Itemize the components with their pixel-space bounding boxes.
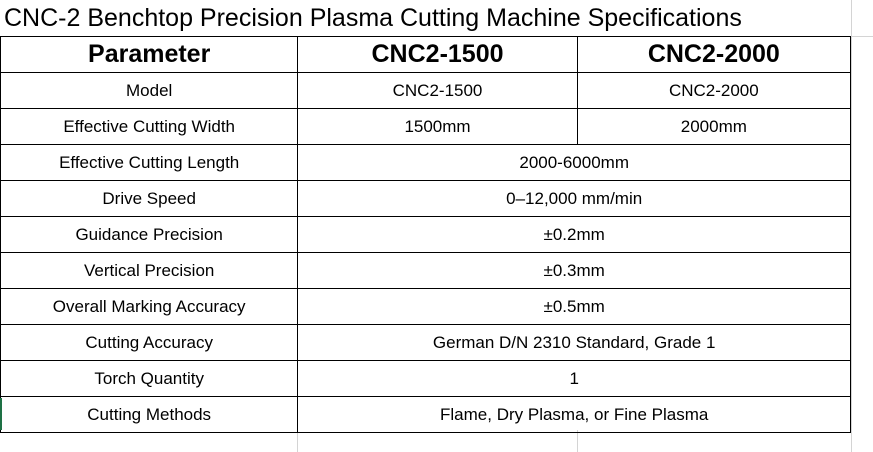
header-cnc2-2000[interactable]: CNC2-2000 [576,36,852,73]
table-row: Torch Quantity 1 [0,360,851,397]
table-row: Effective Cutting Length 2000-6000mm [0,144,851,181]
table-row: Model CNC2-1500 CNC2-2000 [0,72,852,109]
sheet-gridline [851,36,873,37]
sheet-gridline [297,430,298,452]
header-parameter[interactable]: Parameter [0,36,299,73]
row-value-a[interactable]: 1500mm [297,108,578,145]
sheet-gridline [851,0,852,452]
spec-table: Parameter CNC2-1500 CNC2-2000 Model CNC2… [0,36,852,433]
table-row: Cutting Methods Flame, Dry Plasma, or Fi… [0,396,851,433]
row-value-b[interactable]: 2000mm [576,108,852,145]
row-value[interactable]: 0–12,000 mm/min [297,180,851,217]
row-value[interactable]: ±0.3mm [297,252,851,289]
row-parameter[interactable]: Torch Quantity [0,360,299,397]
row-parameter[interactable]: Drive Speed [0,180,299,217]
table-row: Guidance Precision ±0.2mm [0,216,851,253]
cell-selection-indicator [0,398,2,430]
row-value[interactable]: 2000-6000mm [297,144,851,181]
row-value-a[interactable]: CNC2-1500 [297,72,578,109]
row-parameter[interactable]: Vertical Precision [0,252,299,289]
header-cnc2-1500[interactable]: CNC2-1500 [297,36,578,73]
table-row: Cutting Accuracy German D/N 2310 Standar… [0,324,851,361]
row-parameter[interactable]: Cutting Methods [0,396,299,433]
row-parameter[interactable]: Cutting Accuracy [0,324,299,361]
table-row: Overall Marking Accuracy ±0.5mm [0,288,851,325]
row-value[interactable]: ±0.5mm [297,288,851,325]
header-row: Parameter CNC2-1500 CNC2-2000 [0,36,852,73]
row-value[interactable]: Flame, Dry Plasma, or Fine Plasma [297,396,851,433]
sheet-title[interactable]: CNC-2 Benchtop Precision Plasma Cutting … [4,4,742,32]
row-parameter[interactable]: Model [0,72,299,109]
sheet-gridline [577,430,578,452]
row-parameter[interactable]: Guidance Precision [0,216,299,253]
table-row: Drive Speed 0–12,000 mm/min [0,180,851,217]
table-row: Vertical Precision ±0.3mm [0,252,851,289]
row-parameter[interactable]: Overall Marking Accuracy [0,288,299,325]
row-value[interactable]: German D/N 2310 Standard, Grade 1 [297,324,851,361]
row-value[interactable]: 1 [297,360,851,397]
table-row: Effective Cutting Width 1500mm 2000mm [0,108,852,145]
row-parameter[interactable]: Effective Cutting Width [0,108,299,145]
row-parameter[interactable]: Effective Cutting Length [0,144,299,181]
row-value-b[interactable]: CNC2-2000 [576,72,852,109]
row-value[interactable]: ±0.2mm [297,216,851,253]
